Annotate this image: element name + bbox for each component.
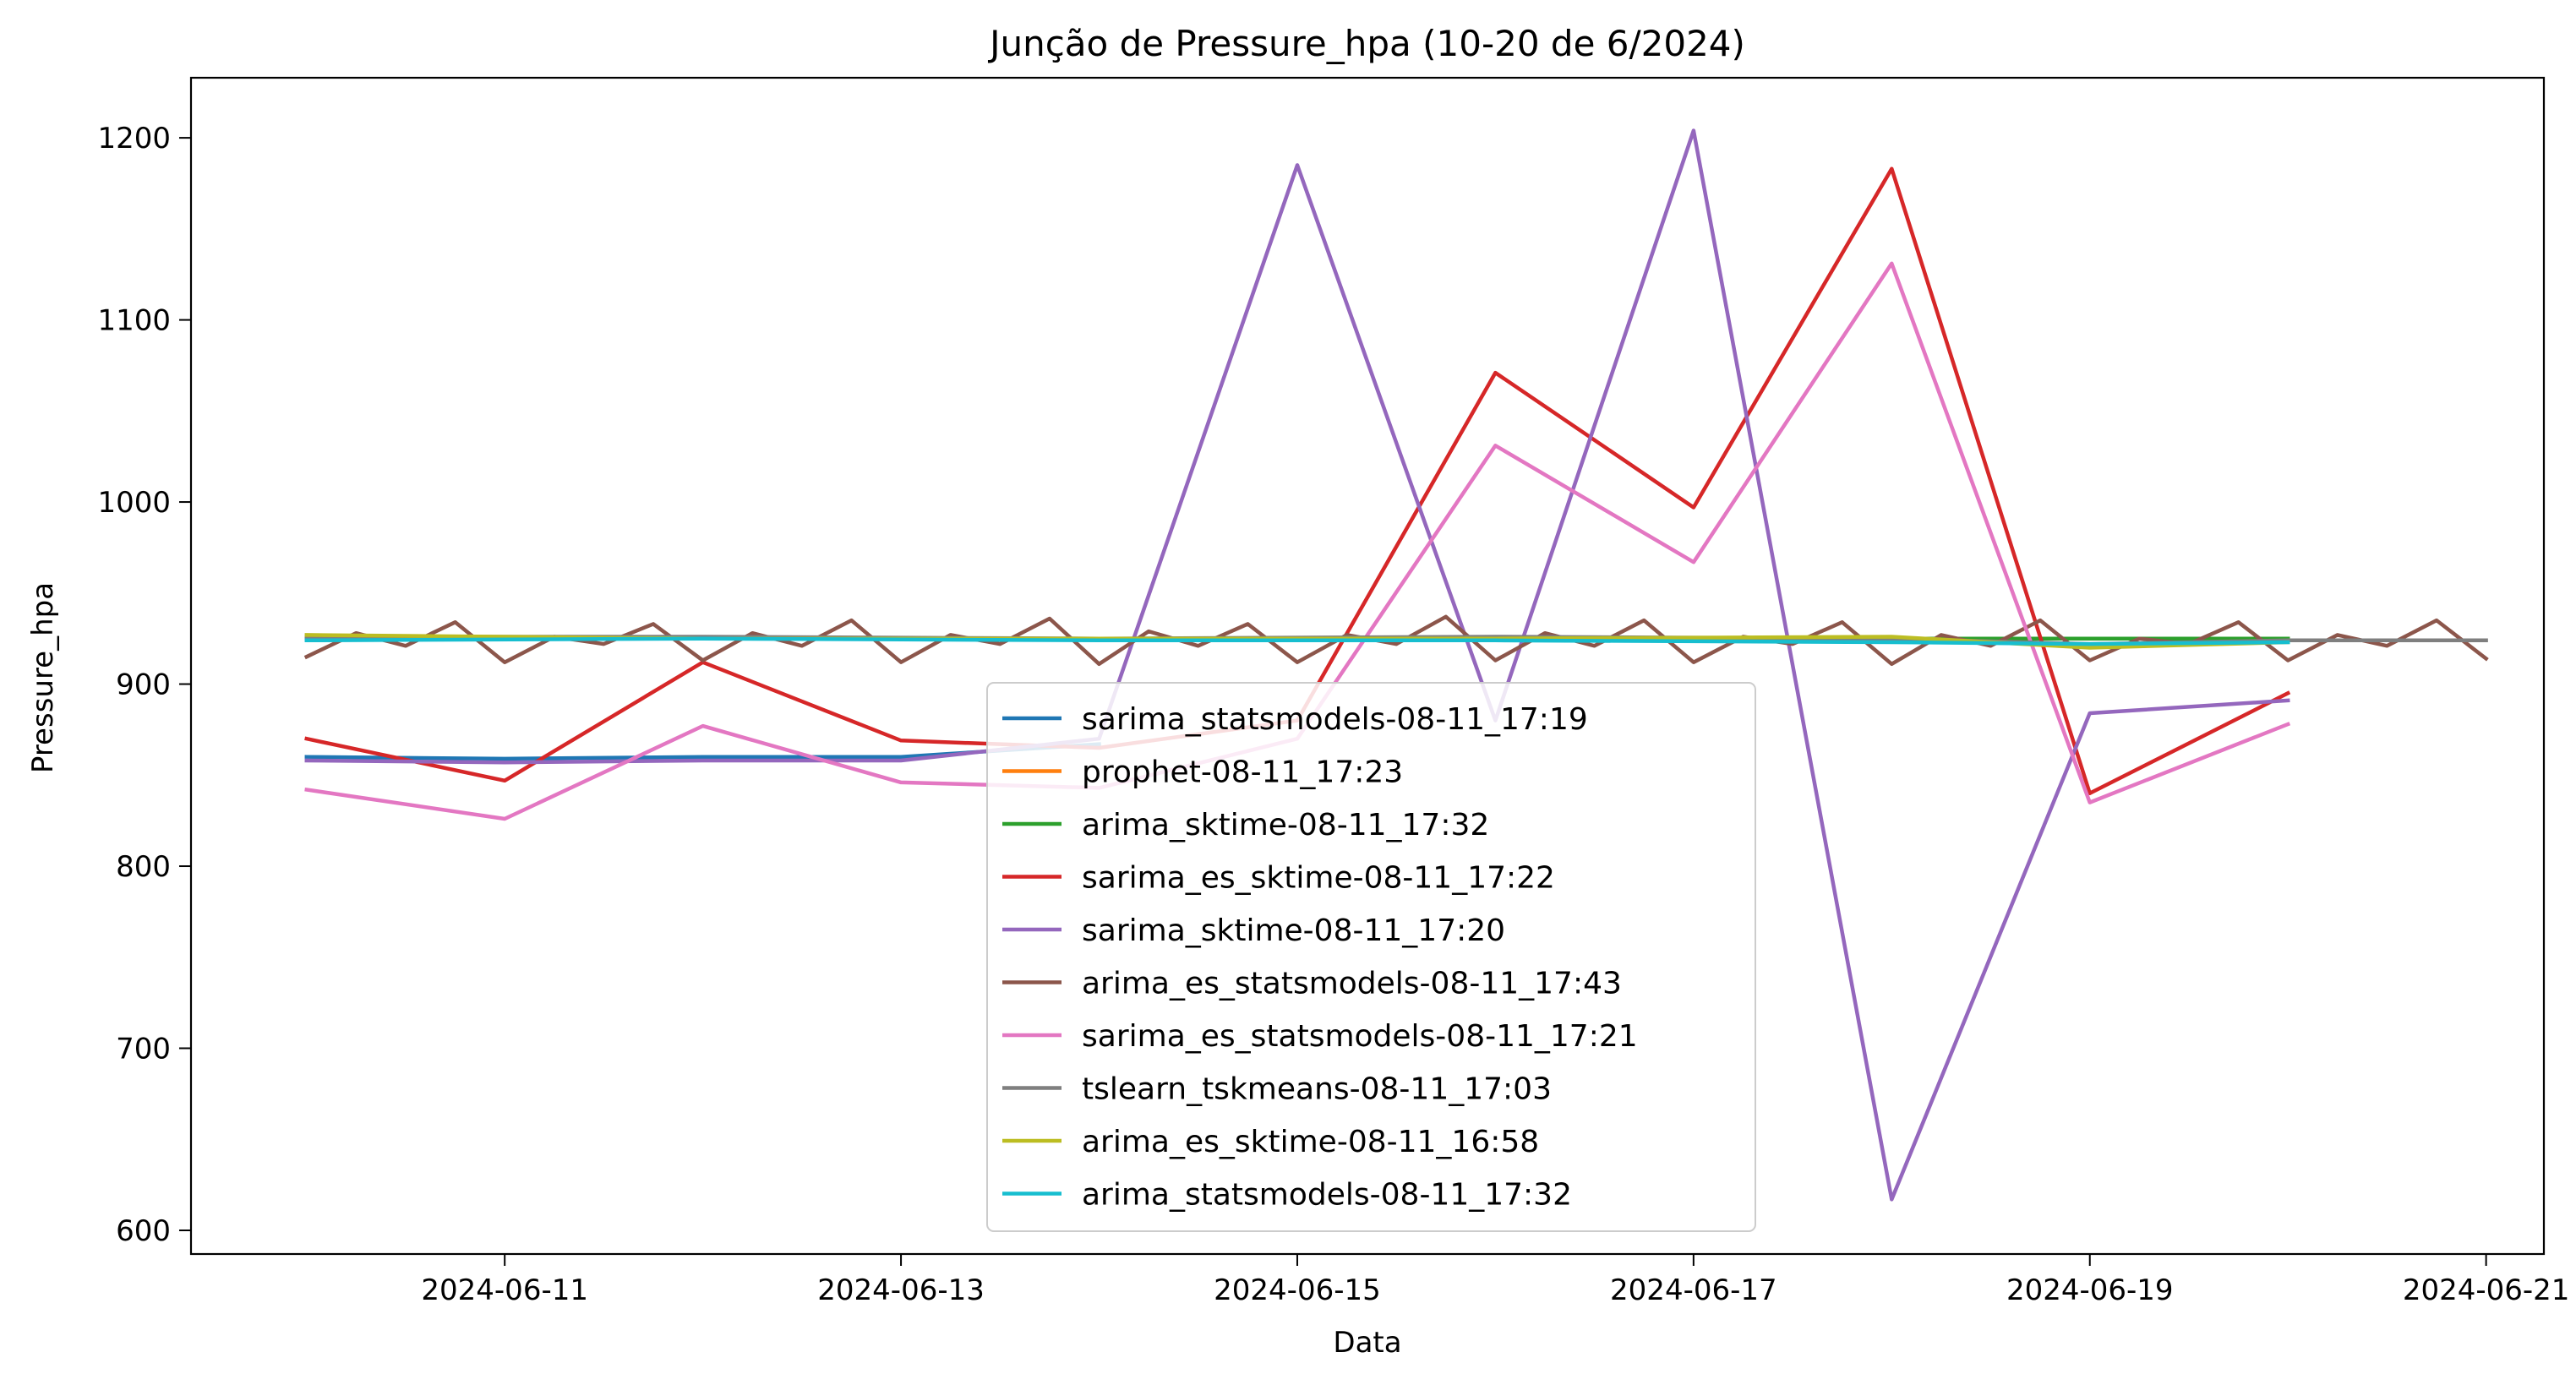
legend: sarima_statsmodels-08-11_17:19 prophet-08…: [986, 682, 1756, 1232]
series-line-5: [304, 128, 2290, 1202]
legend-label: sarima_es_sktime-08-11_17:22: [1082, 861, 1555, 896]
axis-ticks: 2024-06-11 2024-06-13 2024-06-15 2024-06-17…: [97, 122, 2569, 1307]
legend-label: sarima_statsmodels-08-11_17:19: [1082, 702, 1588, 737]
legend-label: arima_sktime-08-11_17:32: [1082, 808, 1489, 842]
series-line-10: [304, 636, 2290, 646]
y-tick-label: 900: [116, 668, 171, 702]
legend-label: sarima_es_statsmodels-08-11_17:21: [1082, 1019, 1638, 1054]
y-tick-label: 700: [116, 1033, 171, 1066]
y-axis-label: Pressure_hpa: [26, 582, 60, 773]
y-tick-label: 1000: [97, 486, 171, 520]
legend-label: sarima_sktime-08-11_17:20: [1082, 913, 1505, 948]
x-tick-label: 2024-06-15: [1214, 1273, 1381, 1307]
x-axis-label: Data: [1333, 1326, 1401, 1360]
x-tick-label: 2024-06-13: [817, 1273, 985, 1307]
x-tick-label: 2024-06-21: [2403, 1273, 2570, 1307]
y-tick-label: 600: [116, 1214, 171, 1248]
chart-title: Junção de Pressure_hpa (10-20 de 6/2024): [987, 23, 1745, 64]
legend-label: prophet-08-11_17:23: [1082, 755, 1403, 790]
legend-label: arima_es_statsmodels-08-11_17:43: [1082, 967, 1622, 1001]
legend-box: [986, 682, 1756, 1232]
legend-label: arima_es_sktime-08-11_16:58: [1082, 1125, 1539, 1159]
legend-label: arima_statsmodels-08-11_17:32: [1082, 1178, 1572, 1213]
y-tick-label: 1200: [97, 122, 171, 155]
x-tick-label: 2024-06-17: [1610, 1273, 1777, 1307]
legend-label: tslearn_tskmeans-08-11_17:03: [1082, 1072, 1552, 1107]
plot-frame: [189, 76, 2546, 1256]
y-tick-label: 1100: [97, 304, 171, 338]
y-tick-label: 800: [116, 850, 171, 884]
x-tick-label: 2024-06-11: [421, 1273, 588, 1307]
x-tick-label: 2024-06-19: [2006, 1273, 2174, 1307]
